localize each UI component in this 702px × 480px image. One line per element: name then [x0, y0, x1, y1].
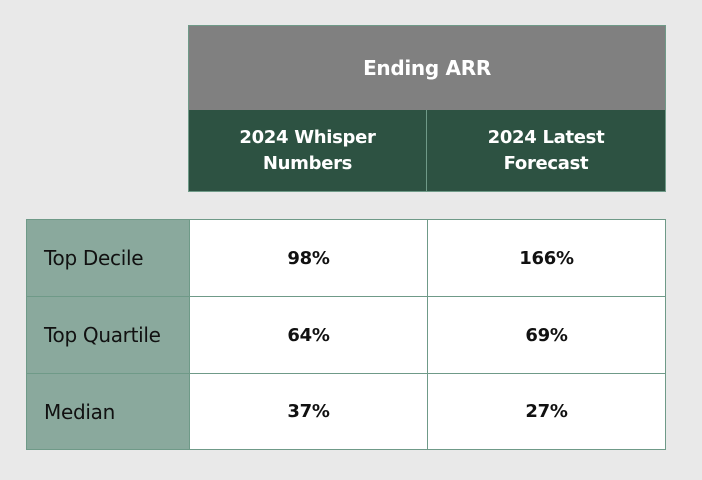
table-cell: 166%: [427, 220, 665, 297]
column-header-latest-forecast: 2024 Latest Forecast: [427, 110, 665, 191]
column-header-line: 2024 Latest: [487, 126, 605, 148]
table-cell: 98%: [189, 220, 427, 297]
table-cell: 27%: [427, 374, 665, 449]
table-row: Top Decile 98% 166%: [27, 220, 665, 297]
table-cell: 69%: [427, 297, 665, 374]
column-header-whisper-numbers: 2024 Whisper Numbers: [189, 110, 427, 191]
column-header-line: 2024 Whisper: [239, 126, 376, 148]
table-header: Ending ARR 2024 Whisper Numbers 2024 Lat…: [188, 25, 666, 192]
table-cell: 64%: [189, 297, 427, 374]
row-label-median: Median: [27, 374, 189, 449]
table-row: Median 37% 27%: [27, 374, 665, 449]
column-header-line: Numbers: [262, 152, 353, 174]
row-label-top-quartile: Top Quartile: [27, 297, 189, 374]
data-table: Top Decile 98% 166% Top Quartile 64% 69%…: [26, 219, 666, 450]
table-row: Top Quartile 64% 69%: [27, 297, 665, 374]
super-header-ending-arr: Ending ARR: [189, 26, 665, 110]
row-label-top-decile: Top Decile: [27, 220, 189, 297]
table-cell: 37%: [189, 374, 427, 449]
column-header-line: Forecast: [503, 152, 589, 174]
